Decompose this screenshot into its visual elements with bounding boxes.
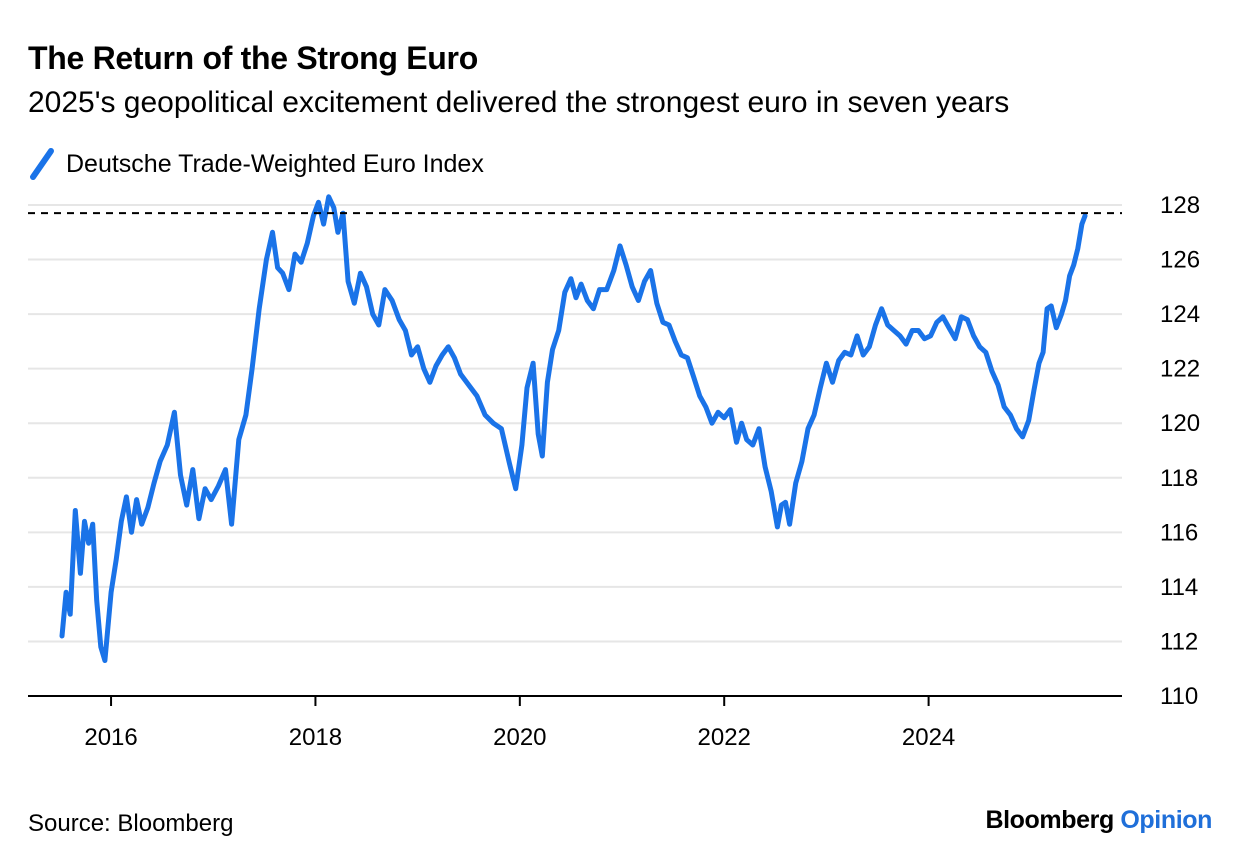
series-line xyxy=(59,194,1088,663)
x-tick-label: 2016 xyxy=(84,724,137,751)
y-tick-label: 110 xyxy=(1160,683,1198,710)
y-tick-label: 112 xyxy=(1160,628,1198,655)
x-tick-label: 2020 xyxy=(493,724,546,751)
x-tick-label: 2022 xyxy=(698,724,751,751)
brand-logo: Bloomberg Opinion xyxy=(985,806,1212,835)
y-tick-label: 118 xyxy=(1160,465,1198,492)
y-tick-labels: 110 112 114 116 118 120 122 124 126 128 xyxy=(1160,192,1200,710)
brand-suffix: Opinion xyxy=(1120,806,1212,834)
x-tick-label: 2018 xyxy=(289,724,342,751)
legend: Deutsche Trade-Weighted Euro Index xyxy=(28,146,484,182)
y-tick-label: 116 xyxy=(1160,519,1198,546)
y-tick-label: 126 xyxy=(1160,247,1200,274)
axes xyxy=(28,695,1122,706)
legend-swatch-icon xyxy=(30,148,54,180)
grid-lines xyxy=(28,204,1122,643)
y-tick-label: 114 xyxy=(1160,574,1198,601)
x-tick-labels: 2016 2018 2020 2022 2024 xyxy=(84,724,955,751)
series-layer xyxy=(59,194,1088,663)
y-tick-label: 120 xyxy=(1160,410,1200,437)
source-note: Source: Bloomberg xyxy=(28,810,234,837)
y-tick-label: 122 xyxy=(1160,356,1200,383)
y-tick-label: 128 xyxy=(1160,192,1200,219)
chart-title: The Return of the Strong Euro xyxy=(28,40,478,76)
brand-name: Bloomberg xyxy=(985,806,1114,834)
legend-label: Deutsche Trade-Weighted Euro Index xyxy=(66,149,484,178)
x-tick-label: 2024 xyxy=(902,724,955,751)
y-tick-label: 124 xyxy=(1160,301,1200,328)
chart-subtitle: 2025's geopolitical excitement delivered… xyxy=(28,86,1010,119)
